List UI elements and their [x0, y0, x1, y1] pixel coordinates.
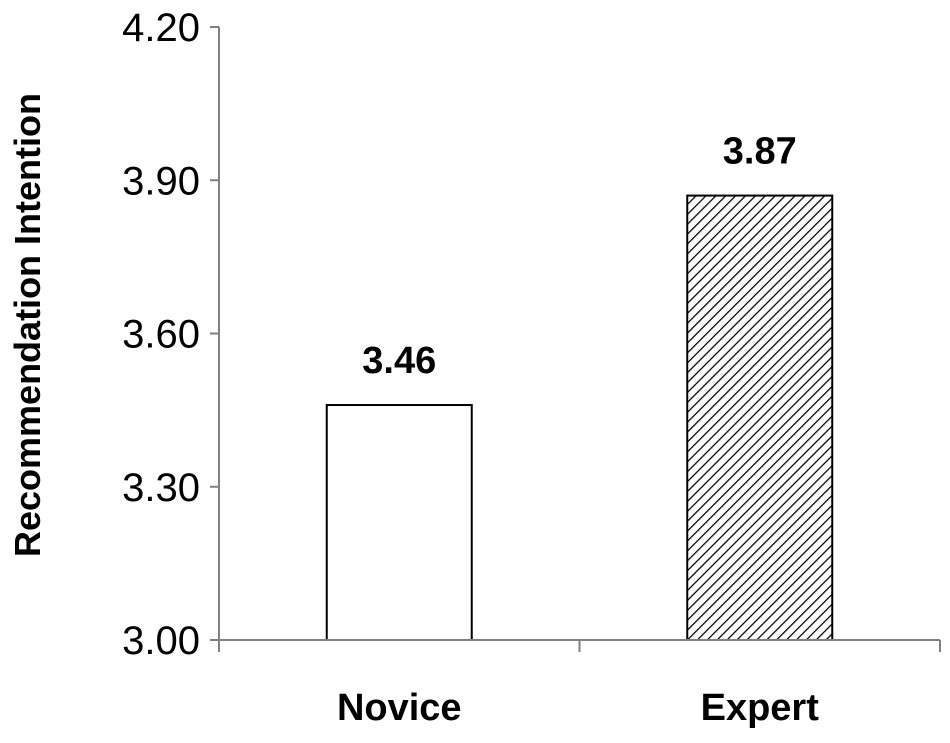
y-axis-ticks: 3.00 3.30 3.60 3.90 4.20 [122, 6, 941, 663]
data-labels: 3.46 3.87 [362, 131, 796, 382]
bar-novice [325, 404, 473, 641]
data-label-novice: 3.46 [362, 340, 436, 382]
x-category-label-expert: Expert [701, 687, 820, 729]
x-category-label-novice: Novice [337, 687, 462, 729]
y-tick-label: 3.90 [122, 159, 200, 203]
y-tick-label: 3.00 [122, 619, 200, 663]
y-tick-label: 4.20 [122, 6, 200, 50]
bar-expert [686, 194, 834, 641]
x-axis-labels: Novice Expert [337, 687, 819, 729]
bars [325, 194, 834, 641]
y-axis-title: Recommendation Intention [7, 93, 48, 557]
y-tick-label: 3.30 [122, 466, 200, 510]
y-tick-label: 3.60 [122, 313, 200, 357]
data-label-expert: 3.87 [723, 131, 797, 173]
